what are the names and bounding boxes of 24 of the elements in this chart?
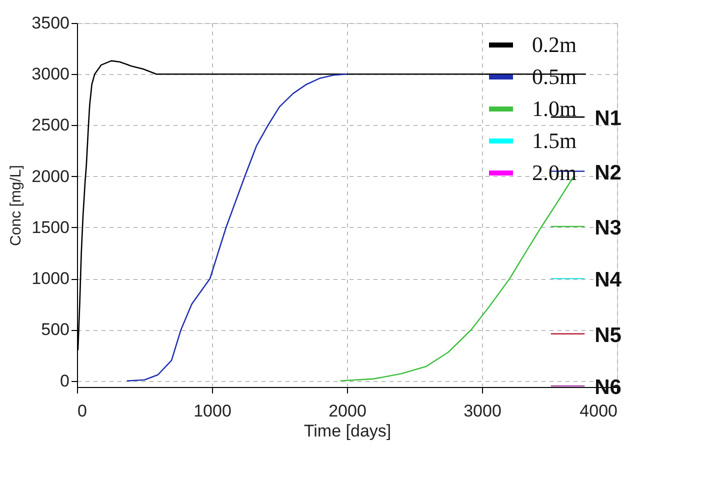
legend-label: 1.0m (532, 96, 577, 121)
x-tick-label: 0 (78, 402, 87, 420)
y-tick-label: 500 (41, 320, 70, 340)
x-tick-label: 4000 (580, 402, 618, 420)
x-tick-label: 1000 (194, 402, 232, 420)
y-tick-label: 0 (60, 371, 70, 390)
annotation: N4 (594, 268, 622, 292)
x-axis-title: Time [days] (304, 422, 392, 440)
legend-label: 0.2m (532, 32, 577, 57)
y-tick-label: 3000 (32, 64, 70, 84)
y-tick-label: 2000 (32, 166, 70, 186)
y-axis-title: Conc [mg/L] (8, 165, 25, 246)
y-tick-label: 2500 (32, 116, 70, 135)
legend-label: 1.5m (532, 128, 577, 153)
y-tick-label: 1500 (32, 218, 70, 237)
annotation: N2 (594, 161, 622, 184)
x-tick-label: 3000 (464, 402, 502, 420)
y-tick-label: 3500 (32, 14, 70, 32)
annotation: N5 (594, 324, 622, 347)
legend-label: 2.0m (532, 160, 577, 185)
x-tick-label: 2000 (328, 402, 366, 420)
y-tick-label: 1000 (32, 269, 70, 288)
annotation: N1 (594, 107, 622, 130)
annotation: N3 (594, 216, 622, 240)
